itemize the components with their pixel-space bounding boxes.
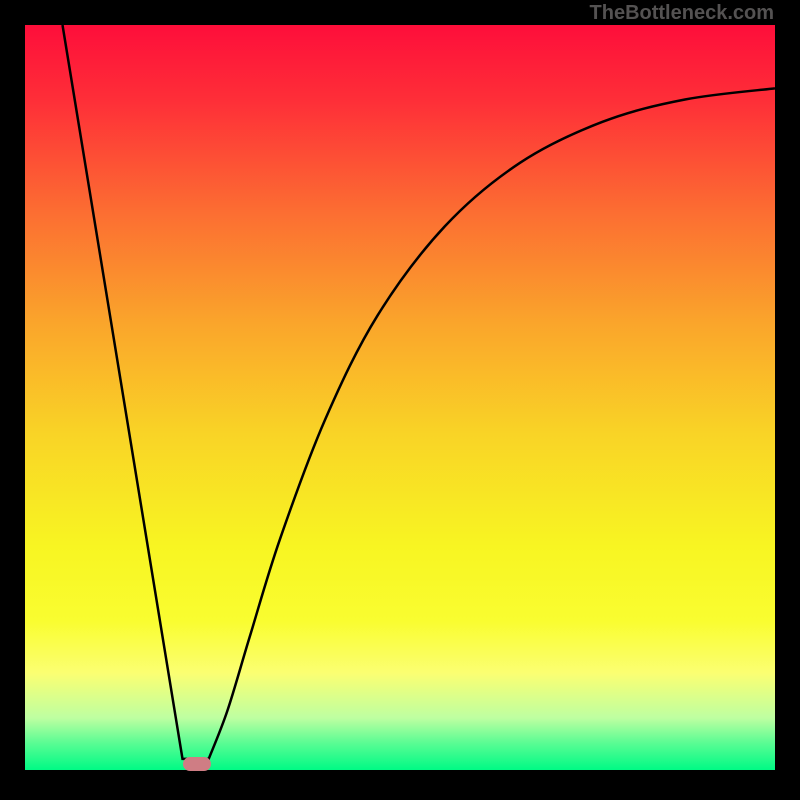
plot-area [25,25,775,770]
frame-right [775,0,800,800]
bottleneck-curve [25,25,775,770]
watermark-text: TheBottleneck.com [590,2,774,25]
chart-container: TheBottleneck.com [0,0,800,800]
minimum-marker [183,757,212,771]
frame-bottom [0,770,800,800]
frame-left [0,0,25,800]
